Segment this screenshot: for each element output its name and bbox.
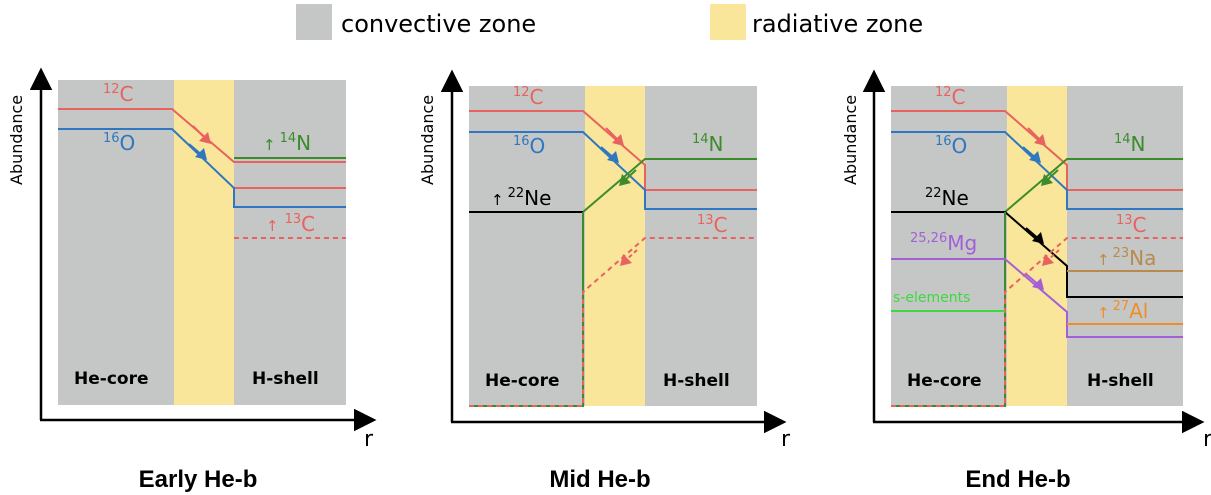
line-o16 bbox=[891, 131, 1183, 210]
line-c13 bbox=[891, 237, 1183, 407]
x-axis-label: r bbox=[364, 427, 374, 452]
label-na23: ↑ 23Na bbox=[1097, 246, 1156, 270]
zone-radiative bbox=[174, 80, 234, 405]
line-o16 bbox=[58, 128, 346, 208]
panel-title: End He-b bbox=[965, 466, 1070, 493]
zone-label-shell: H-shell bbox=[252, 369, 319, 389]
label-s-elements: s-elements bbox=[893, 290, 970, 306]
line-n14 bbox=[1004, 158, 1183, 213]
zone-label-core: He-core bbox=[74, 369, 148, 389]
zone-convective-core bbox=[891, 86, 1007, 406]
arrow-o16-flow-icon bbox=[188, 143, 207, 160]
x-axis-label: r bbox=[781, 427, 791, 452]
x-axis-label: r bbox=[1203, 427, 1211, 452]
legend-swatch-radiative bbox=[710, 4, 746, 40]
line-ne22 bbox=[891, 211, 1183, 298]
label-al27: ↑ 27Al bbox=[1097, 299, 1148, 323]
panel-end: 12C 16O 14N 22Ne 13C 25,26Mg ↑ 23Na ↑ 27Al… bbox=[841, 69, 1211, 493]
label-o16: 16O bbox=[935, 134, 967, 158]
y-axis-label: Abundance bbox=[7, 95, 26, 185]
zone-convective-shell bbox=[234, 80, 346, 405]
line-c12 bbox=[891, 110, 1183, 191]
label-c13: ↑ 13C bbox=[266, 212, 315, 236]
label-c12: 12C bbox=[103, 82, 134, 106]
arrow-ne22-flow-icon bbox=[1025, 227, 1044, 244]
panel-mid: 12C 16O 14N ↑ 22Ne 13C He-core H-shell Ab… bbox=[418, 69, 791, 493]
panel-title: Early He-b bbox=[139, 466, 258, 493]
label-ne22: 22Ne bbox=[925, 186, 969, 210]
legend: convective zone radiative zone bbox=[296, 4, 923, 40]
line-c12 bbox=[469, 110, 757, 191]
legend-label-radiative: radiative zone bbox=[752, 10, 923, 38]
arrow-c12-flow-icon bbox=[605, 127, 624, 146]
zone-label-core: He-core bbox=[485, 371, 559, 391]
label-c12: 12C bbox=[513, 85, 544, 109]
arrow-c13-flow-icon bbox=[620, 249, 638, 266]
zone-convective-core bbox=[469, 86, 585, 406]
label-n14: ↑ 14N bbox=[263, 131, 311, 155]
label-n14: 14N bbox=[1114, 132, 1146, 156]
panel-early: 12C 16O ↑ 14N ↑ 13C He-core H-shell Abunda… bbox=[7, 67, 377, 493]
zone-convective-shell bbox=[1067, 86, 1183, 406]
zone-convective-shell bbox=[645, 86, 757, 406]
zone-label-core: He-core bbox=[907, 371, 981, 391]
line-n14 bbox=[582, 158, 757, 213]
arrow-o16-flow-icon bbox=[1022, 146, 1041, 163]
y-axis-label: Abundance bbox=[841, 95, 860, 185]
zone-label-shell: H-shell bbox=[1087, 371, 1154, 391]
y-axis-label: Abundance bbox=[418, 95, 437, 185]
panel-title: Mid He-b bbox=[549, 466, 650, 493]
arrow-c13-flow-icon bbox=[1042, 249, 1060, 266]
label-c13: 13C bbox=[1116, 213, 1147, 237]
zone-label-shell: H-shell bbox=[663, 371, 730, 391]
arrow-c12-flow-icon bbox=[1027, 127, 1046, 146]
arrow-n14-flow-icon bbox=[619, 169, 637, 186]
arrow-o16-flow-icon bbox=[600, 146, 619, 163]
zone-convective-core bbox=[58, 80, 174, 405]
label-o16: 16O bbox=[103, 131, 135, 155]
arrow-c12-flow-icon bbox=[192, 125, 211, 144]
label-c13: 13C bbox=[697, 213, 728, 237]
arrow-mg-flow-icon bbox=[1025, 273, 1044, 290]
line-c13 bbox=[469, 237, 757, 407]
label-o16: 16O bbox=[513, 134, 545, 158]
label-n14: 14N bbox=[692, 132, 724, 156]
legend-label-convective: convective zone bbox=[341, 10, 536, 38]
label-mg: 25,26Mg bbox=[910, 231, 977, 255]
label-c12: 12C bbox=[935, 85, 966, 109]
line-mg bbox=[891, 258, 1183, 338]
label-ne22: ↑ 22Ne bbox=[491, 186, 551, 210]
legend-swatch-convective bbox=[296, 4, 332, 40]
arrow-n14-flow-icon bbox=[1041, 169, 1059, 186]
line-o16 bbox=[469, 131, 757, 210]
